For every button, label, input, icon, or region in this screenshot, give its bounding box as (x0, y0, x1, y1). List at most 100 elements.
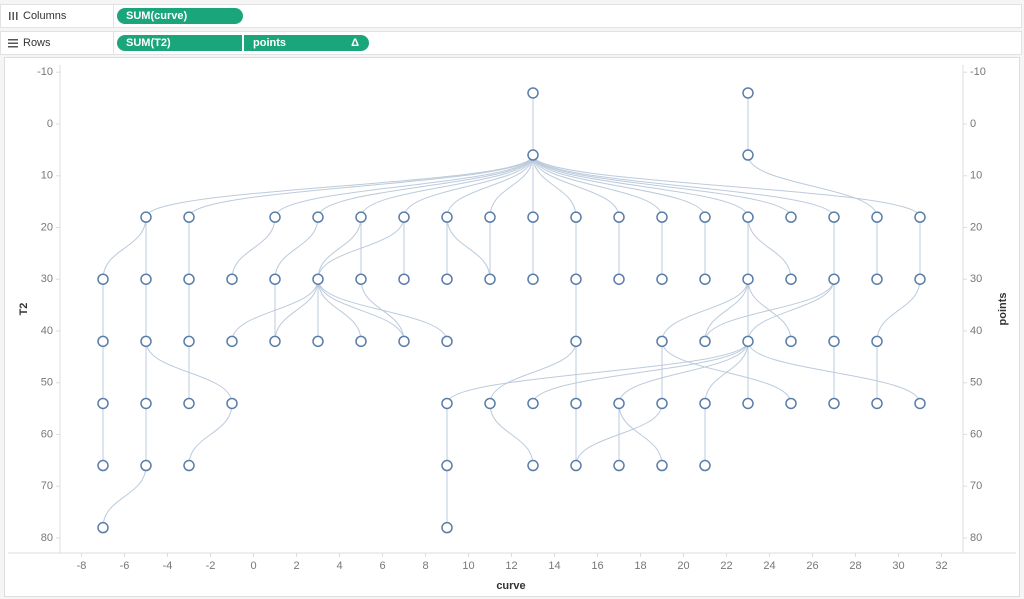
node (699, 459, 711, 472)
link (317, 217, 362, 280)
node (441, 459, 453, 472)
link (532, 154, 835, 218)
node (441, 335, 453, 348)
node (269, 273, 281, 285)
node (656, 397, 668, 410)
link (446, 341, 749, 404)
pill-text: points (253, 37, 286, 49)
node (398, 273, 410, 285)
node (527, 397, 539, 410)
node (484, 397, 496, 410)
y2-tick-label: 50 (970, 377, 982, 389)
x-tick-label: 30 (892, 560, 904, 572)
node (527, 87, 539, 99)
node (613, 273, 625, 285)
rows-icon (8, 39, 18, 48)
node (527, 149, 539, 161)
link (102, 217, 147, 280)
x-tick-label: 28 (849, 560, 861, 572)
link (704, 279, 749, 342)
link (532, 155, 620, 218)
node (140, 397, 152, 410)
link (446, 217, 491, 280)
node (183, 273, 195, 285)
node (355, 273, 367, 285)
node (484, 273, 496, 285)
x-axis-title: curve (496, 580, 525, 592)
view-panel (4, 57, 1020, 597)
node (828, 397, 840, 410)
y2-tick-label: 20 (970, 221, 982, 233)
link (489, 155, 534, 218)
node (828, 335, 840, 348)
node (914, 273, 926, 285)
x-tick-label: -2 (206, 560, 216, 572)
node (183, 211, 195, 223)
y2-tick-label: 0 (970, 118, 976, 130)
node (226, 397, 238, 410)
rows-label: Rows (1, 32, 114, 54)
pill[interactable]: SUM(curve) (117, 8, 243, 24)
node (914, 397, 926, 410)
node (613, 459, 625, 472)
y-tick-label: 40 (41, 325, 53, 337)
link (618, 341, 749, 404)
node (140, 335, 152, 348)
link (532, 154, 749, 218)
pill[interactable]: points Δ (244, 35, 369, 51)
y2-tick-label: 40 (970, 325, 982, 337)
link (747, 154, 878, 218)
node (97, 335, 109, 348)
x-tick-label: 14 (548, 560, 560, 572)
y2-tick-label: 30 (970, 273, 982, 285)
link (489, 403, 534, 466)
node (97, 273, 109, 285)
node (140, 273, 152, 285)
link (532, 155, 577, 218)
node (398, 335, 410, 348)
x-tick-label: 2 (293, 560, 299, 572)
node (742, 149, 754, 161)
x-tick-label: 32 (935, 560, 947, 572)
y2-tick-label: 70 (970, 480, 982, 492)
node (140, 459, 152, 472)
node (527, 273, 539, 285)
x-tick-label: -6 (120, 560, 130, 572)
link (747, 341, 921, 404)
pill[interactable]: SUM(T2) (117, 35, 242, 51)
node (398, 211, 410, 223)
link (446, 155, 534, 218)
node (785, 211, 797, 223)
node (269, 335, 281, 348)
link (532, 154, 706, 218)
link (403, 154, 534, 218)
link (188, 403, 233, 466)
node (785, 335, 797, 348)
node (871, 335, 883, 348)
y2-tick-label: 10 (970, 170, 982, 182)
y-tick-label: 0 (47, 118, 53, 130)
node (785, 397, 797, 410)
node (441, 211, 453, 223)
node (183, 397, 195, 410)
node (871, 397, 883, 410)
node (613, 397, 625, 410)
link (876, 279, 921, 342)
x-tick-label: 12 (505, 560, 517, 572)
link (231, 217, 276, 280)
node (699, 397, 711, 410)
node (570, 211, 582, 223)
node (484, 211, 496, 223)
y2-tick-label: 80 (970, 532, 982, 544)
node (570, 335, 582, 348)
node (97, 459, 109, 472)
columns-shelf: Columns SUM(curve) (0, 4, 1022, 28)
x-tick-label: 20 (677, 560, 689, 572)
link (145, 341, 233, 404)
rows-shelf: Rows SUM(T2) points Δ (0, 31, 1022, 55)
node (312, 273, 324, 285)
node (871, 273, 883, 285)
node (742, 87, 754, 99)
y-tick-label: 20 (41, 221, 53, 233)
